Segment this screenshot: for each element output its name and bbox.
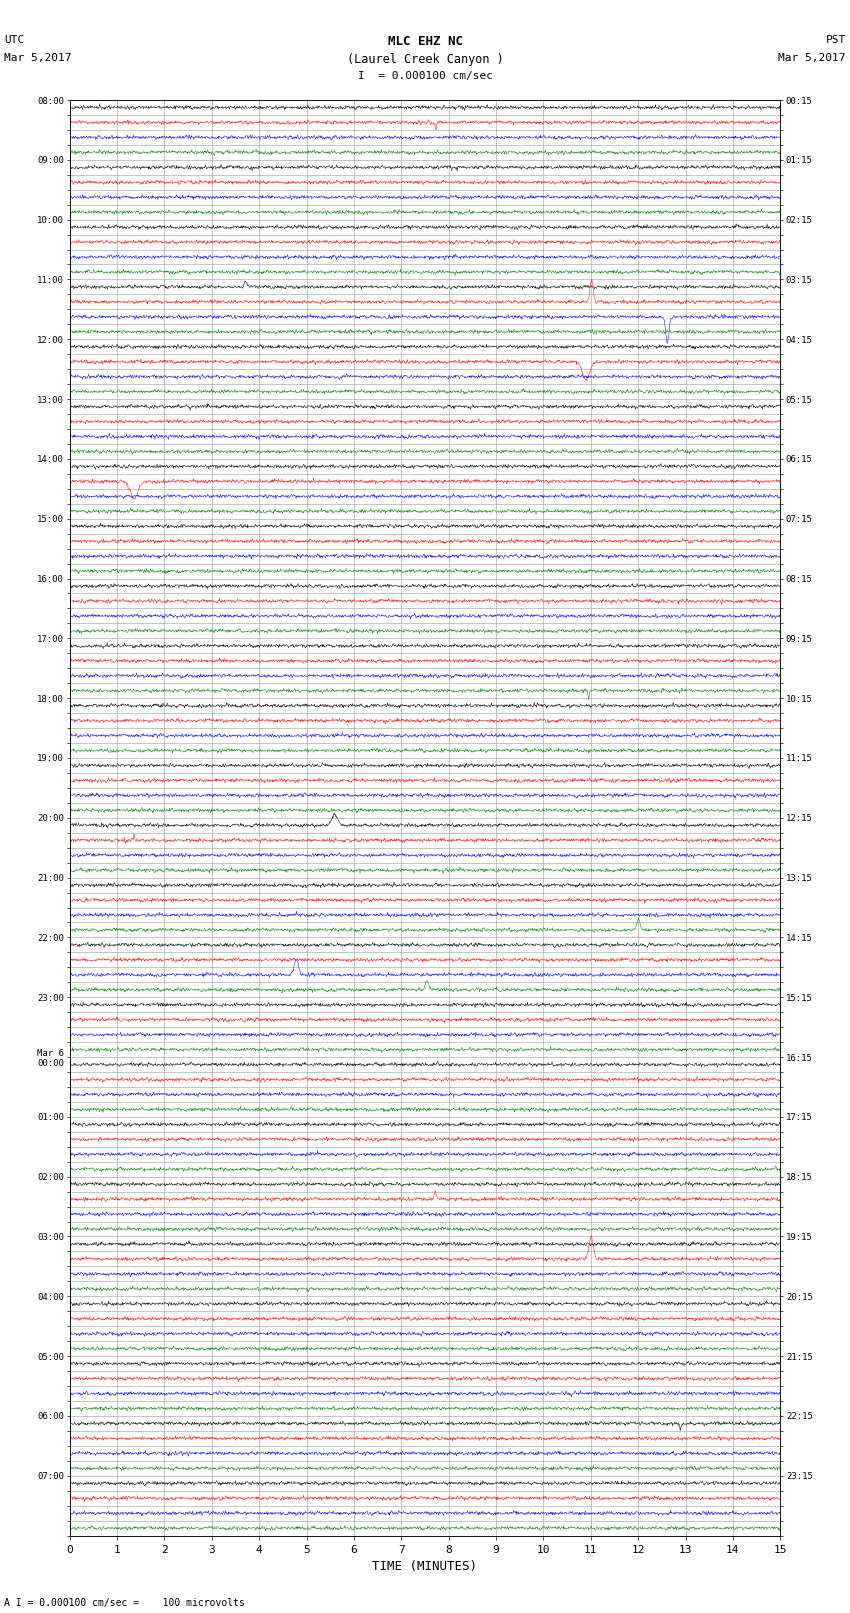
Text: UTC: UTC: [4, 35, 25, 45]
Text: PST: PST: [825, 35, 846, 45]
X-axis label: TIME (MINUTES): TIME (MINUTES): [372, 1560, 478, 1573]
Text: Mar 5,2017: Mar 5,2017: [4, 53, 71, 63]
Text: I  = 0.000100 cm/sec: I = 0.000100 cm/sec: [358, 71, 492, 81]
Text: Mar 5,2017: Mar 5,2017: [779, 53, 846, 63]
Text: A I = 0.000100 cm/sec =    100 microvolts: A I = 0.000100 cm/sec = 100 microvolts: [4, 1598, 245, 1608]
Text: (Laurel Creek Canyon ): (Laurel Creek Canyon ): [347, 53, 503, 66]
Text: MLC EHZ NC: MLC EHZ NC: [388, 35, 462, 48]
